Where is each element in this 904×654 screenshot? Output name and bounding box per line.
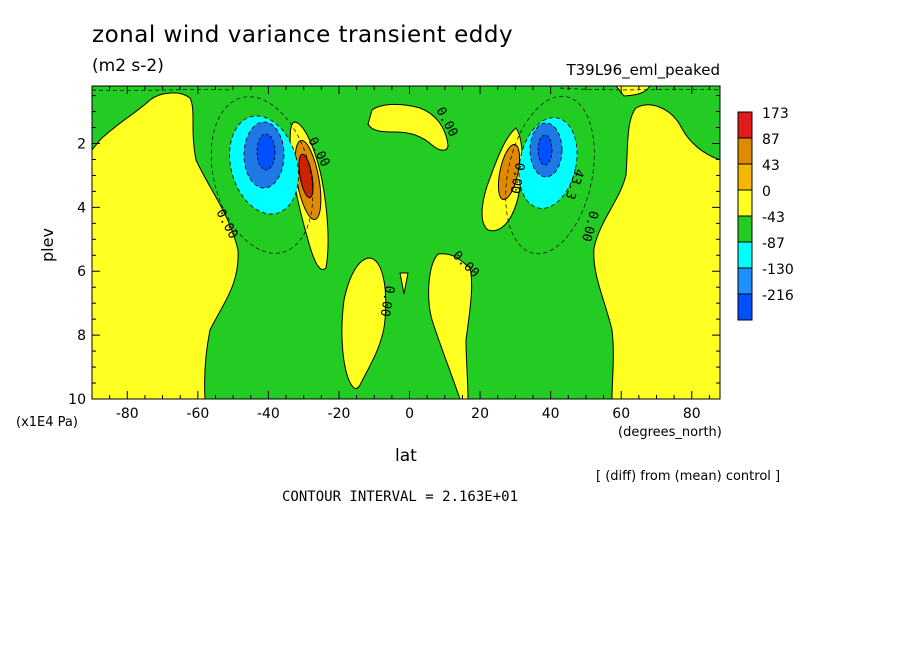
colorbar-swatch <box>737 241 753 269</box>
region-south-polar <box>92 92 239 399</box>
region-south-mid <box>341 257 387 389</box>
colorbar-swatch <box>737 189 753 217</box>
south-neg-core <box>256 133 276 171</box>
colorbar: 173 87 43 0 -43 -87 -130 -216 <box>737 106 794 321</box>
colorbar-swatch <box>737 215 753 243</box>
x-tick-label: -80 <box>116 406 139 422</box>
y-tick-labels: 2 4 6 8 10 <box>68 136 86 408</box>
y-tick-label: 4 <box>77 200 86 216</box>
colorbar-label: -43 <box>762 210 785 226</box>
plot-field <box>92 86 720 399</box>
x-tick-label: 80 <box>683 406 701 422</box>
x-tick-label: -60 <box>186 406 209 422</box>
x-axis-label: lat <box>395 446 417 466</box>
south-dashed-outline <box>210 96 314 254</box>
region-north-polar <box>593 104 720 399</box>
region-north-mid <box>428 253 473 399</box>
colorbar-label: -216 <box>762 288 794 304</box>
region-equator-sliver <box>399 272 409 295</box>
y-tick-label: 2 <box>77 136 86 152</box>
x-axis-unit: (degrees_north) <box>618 425 722 440</box>
x-tick-label: -40 <box>257 406 280 422</box>
colorbar-label: 87 <box>762 132 780 148</box>
y-tick-label: 6 <box>77 264 86 280</box>
colorbar-label: -87 <box>762 236 785 252</box>
contour-label: 0.00 <box>507 161 527 194</box>
colorbar-label: 0 <box>762 184 771 200</box>
y-tick-label: 10 <box>68 392 86 408</box>
top-dashed-line <box>92 87 720 91</box>
x-tick-label: 20 <box>471 406 489 422</box>
north-dashed-outline <box>505 95 595 255</box>
chart-units: (m2 s-2) <box>92 56 164 76</box>
colorbar-swatch <box>737 111 753 139</box>
north-neg-core <box>537 134 553 166</box>
region-upper-tropics <box>367 103 449 151</box>
colorbar-label: 173 <box>762 106 789 122</box>
x-tick-label: 40 <box>542 406 560 422</box>
north-jet-orange <box>497 144 521 200</box>
colorbar-swatch <box>737 267 753 295</box>
colorbar-swatch <box>737 137 753 165</box>
diff-note: [ (diff) from (mean) control ] <box>596 469 781 484</box>
x-tick-label: -20 <box>328 406 351 422</box>
experiment-label: T39L96_eml_peaked <box>566 61 720 79</box>
colorbar-label: -130 <box>762 262 794 278</box>
x-tick-labels: -80 -60 -40 -20 0 20 40 60 80 <box>116 406 701 422</box>
axis-ticks <box>92 86 720 400</box>
colorbar-swatch <box>737 163 753 191</box>
y-axis-unit: (x1E4 Pa) <box>16 415 78 430</box>
colorbar-swatch <box>737 293 753 321</box>
x-tick-label: 60 <box>612 406 630 422</box>
contour-label: 0.00 <box>377 284 397 317</box>
south-jet-red <box>298 153 314 199</box>
plot-frame <box>91 85 721 400</box>
chart-title: zonal wind variance transient eddy <box>92 22 514 48</box>
x-tick-label: 0 <box>405 406 414 422</box>
y-tick-label: 8 <box>77 328 86 344</box>
colorbar-label: 43 <box>762 158 780 174</box>
contour-interval: CONTOUR INTERVAL = 2.163E+01 <box>282 489 519 505</box>
